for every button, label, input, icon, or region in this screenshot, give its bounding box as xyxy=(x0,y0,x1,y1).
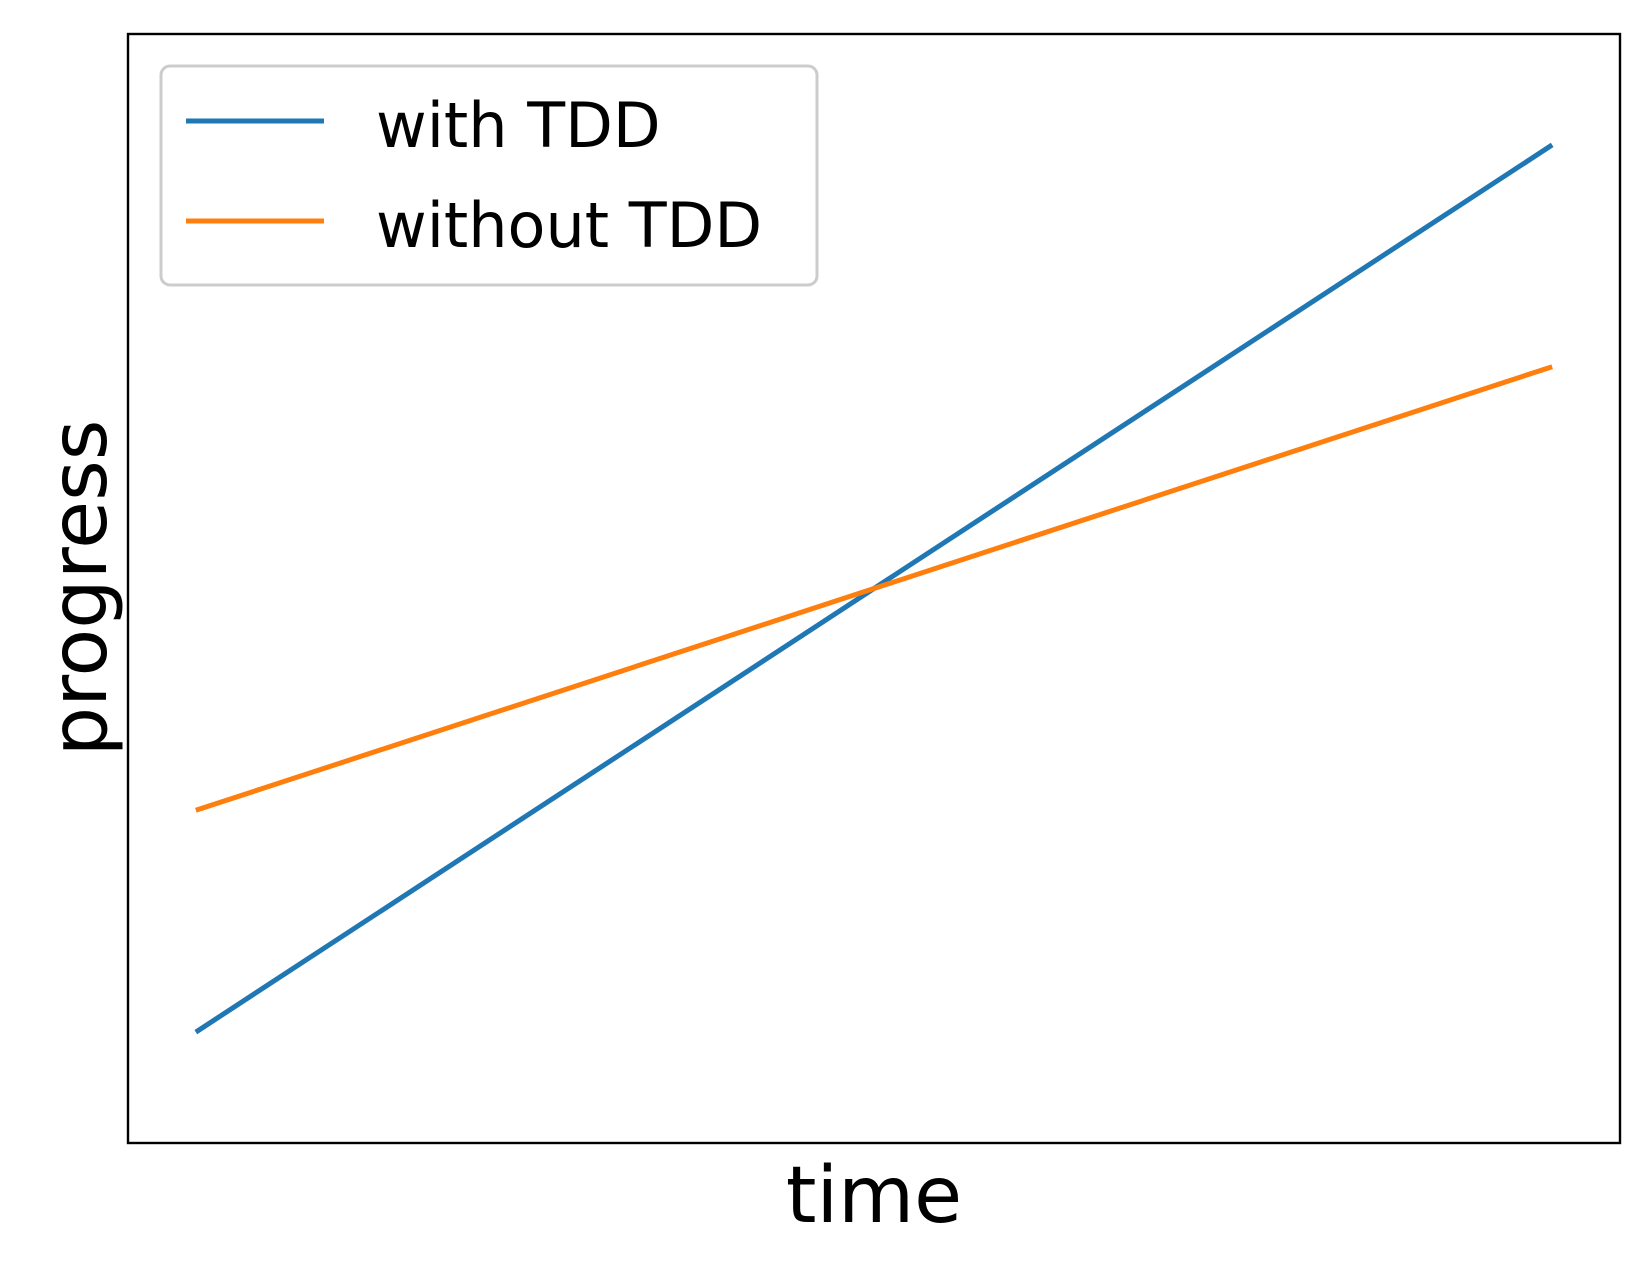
series-lines xyxy=(194,142,1554,1035)
legend: with TDD without TDD xyxy=(159,64,819,287)
series-line-without-tdd xyxy=(195,364,1553,813)
legend-label-with-tdd: with TDD xyxy=(376,89,661,162)
y-axis-label: progress xyxy=(35,420,125,757)
plot-area-frame xyxy=(126,32,1622,1145)
x-axis-label: time xyxy=(786,1151,962,1241)
legend-label-without-tdd: without TDD xyxy=(376,189,762,262)
legend-box xyxy=(159,64,819,287)
